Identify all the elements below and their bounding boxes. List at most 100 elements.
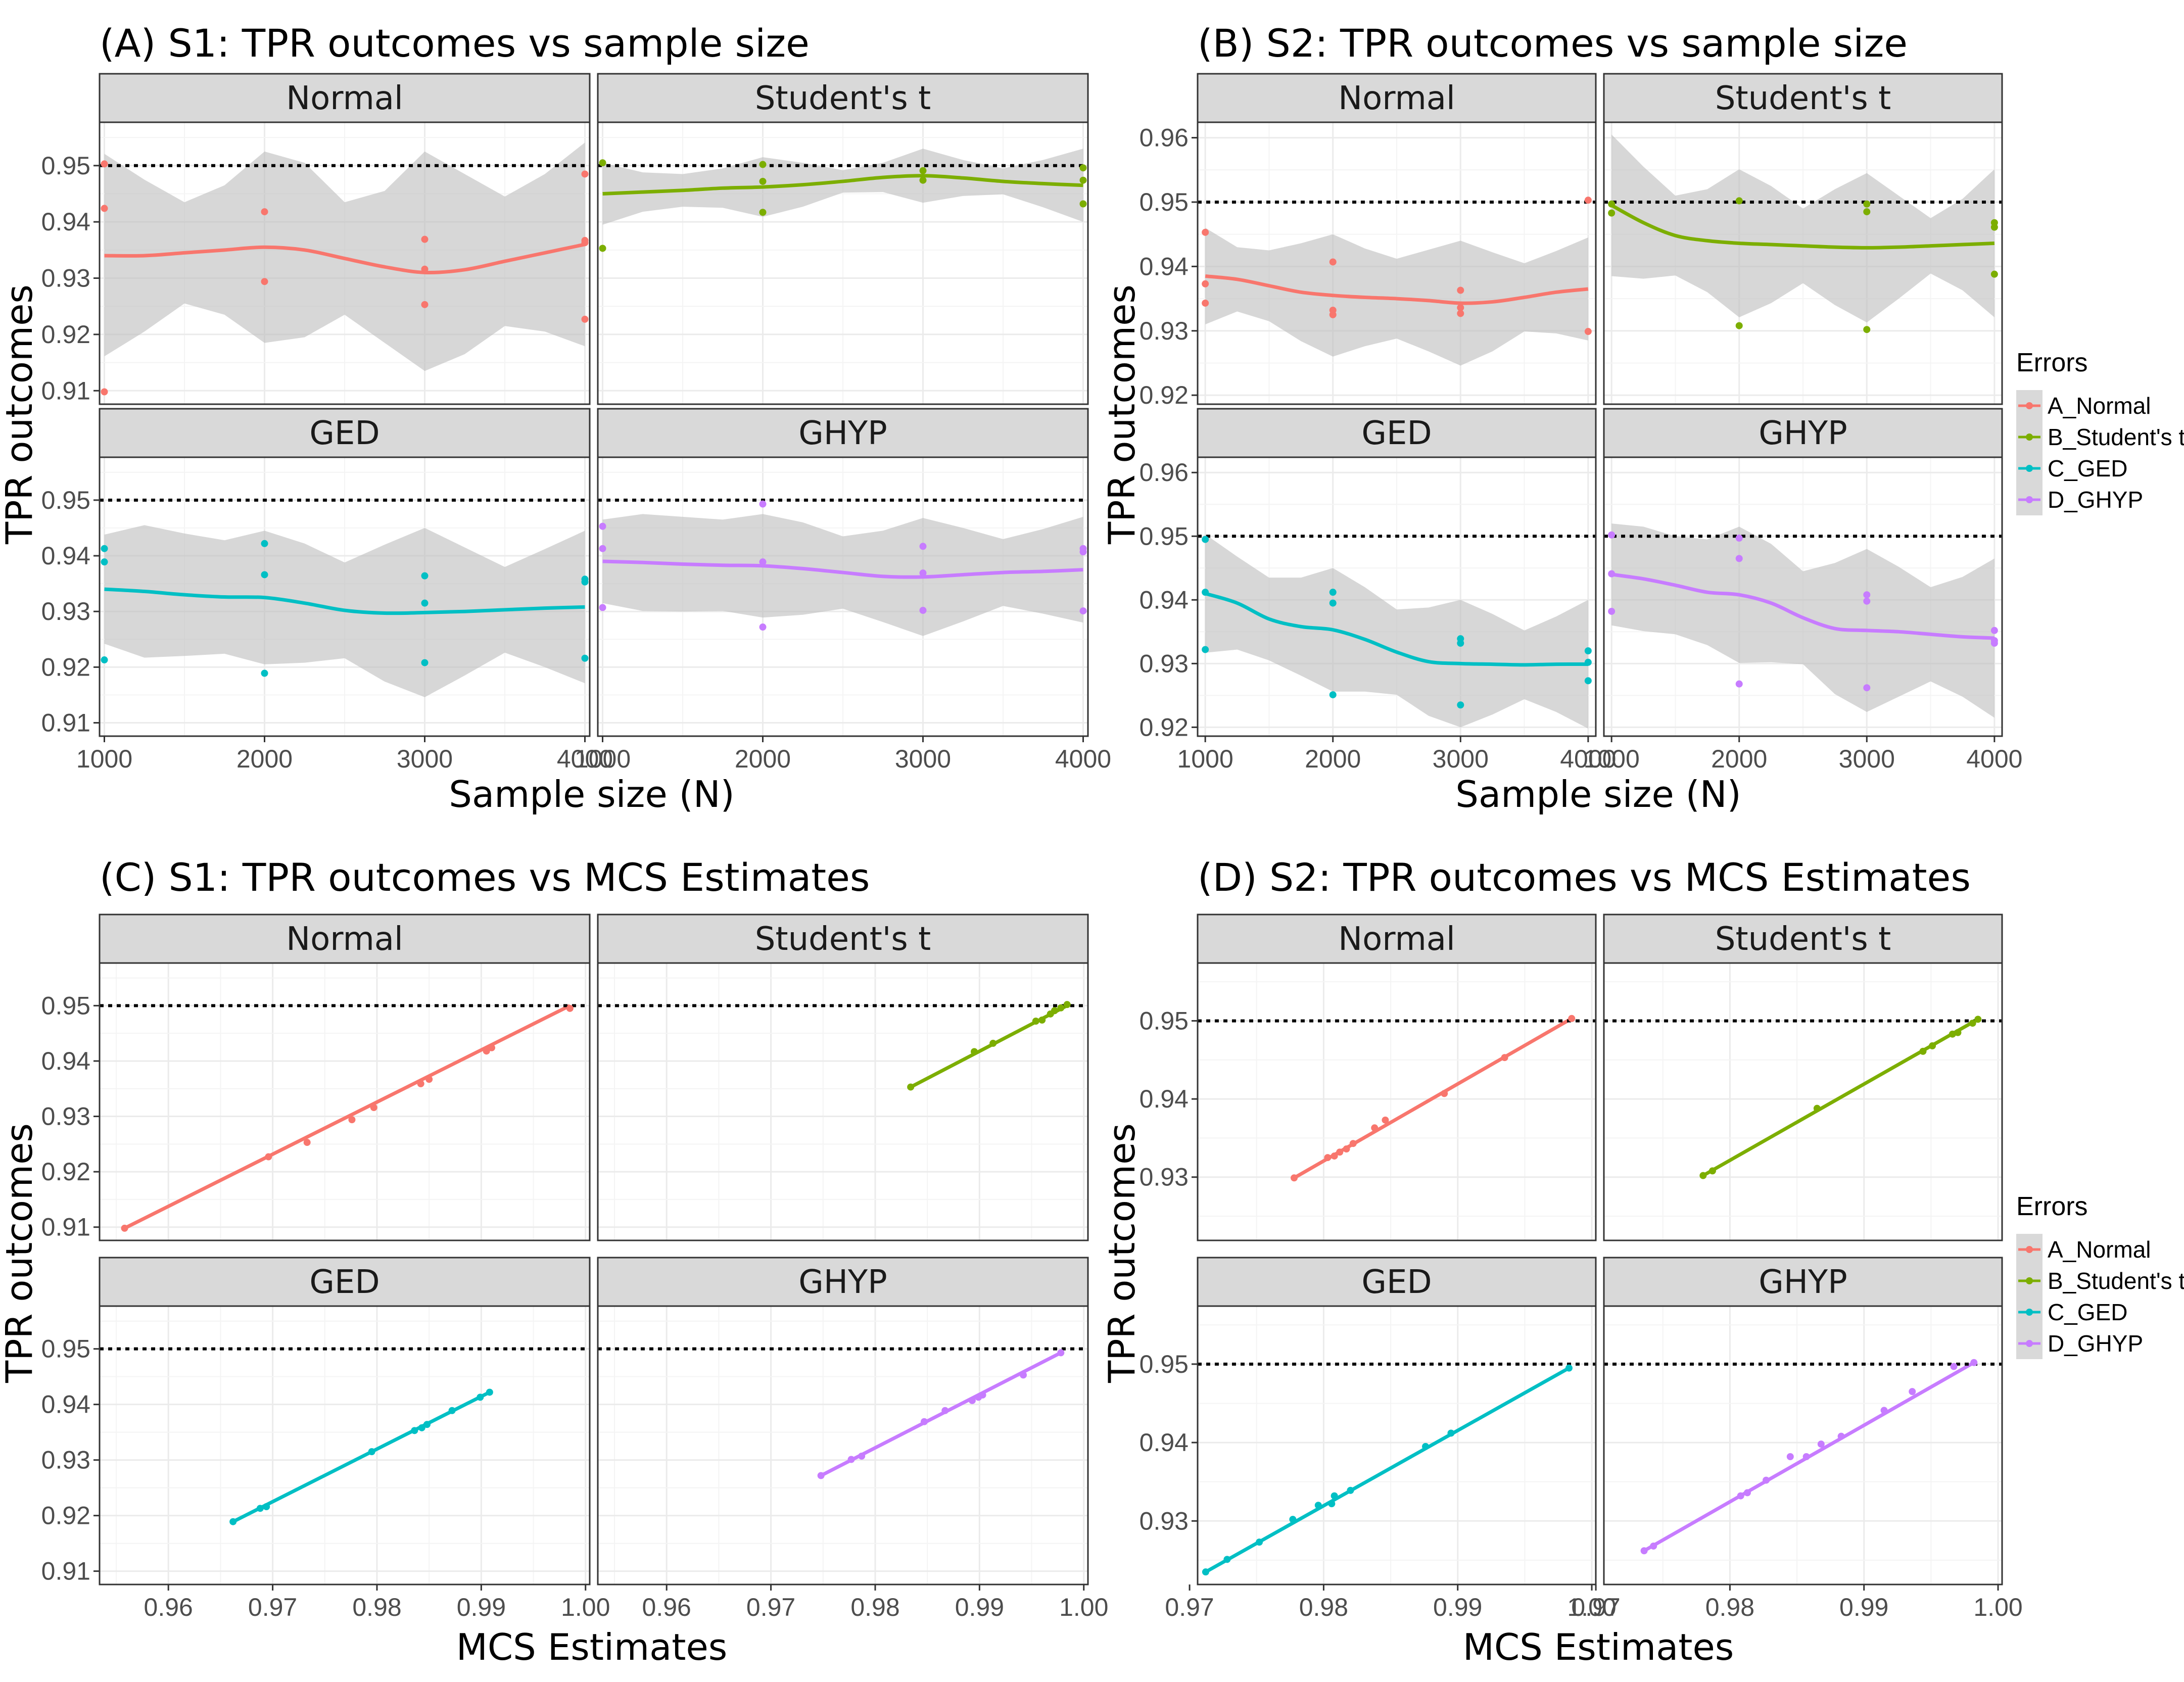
data-point bbox=[423, 1421, 431, 1428]
facet-strip bbox=[1197, 1257, 1597, 1307]
facet-ghyp: GHYP 1000 2000 3000 4000 bbox=[575, 408, 1111, 773]
panel-border bbox=[99, 456, 591, 737]
facet-strip bbox=[1603, 914, 2003, 964]
data-point bbox=[759, 209, 767, 216]
facet-strip bbox=[597, 73, 1089, 123]
legend-item: B_Student's t bbox=[2016, 421, 2184, 453]
x-tick-label: 0.98 bbox=[352, 1593, 401, 1621]
data-point bbox=[101, 545, 108, 552]
data-point bbox=[1314, 1502, 1322, 1509]
data-point bbox=[1737, 1492, 1744, 1500]
series-a-normal bbox=[123, 1004, 571, 1230]
legend-item: C_GED bbox=[2016, 1296, 2127, 1328]
x-tick-label: 1000 bbox=[76, 745, 132, 773]
series-b-student-s-t bbox=[1610, 134, 1995, 323]
x-axis-label: Sample size (N) bbox=[1455, 773, 1741, 815]
legend-item: B_Student's t bbox=[2016, 1265, 2184, 1296]
data-point bbox=[1990, 640, 1998, 647]
data-point bbox=[581, 315, 589, 323]
data-point bbox=[1422, 1443, 1430, 1450]
data-point bbox=[1329, 311, 1337, 318]
data-point bbox=[229, 1518, 237, 1525]
data-point bbox=[101, 160, 108, 168]
x-tick-label: 3000 bbox=[895, 745, 951, 773]
data-point bbox=[421, 572, 429, 580]
facet-ged: GED 0.91 0.92 0.93 0.94 0.95 1000 2000 3000 4000 bbox=[41, 408, 613, 773]
facet-student-s-t: Student's t bbox=[597, 73, 1089, 405]
data-point bbox=[1336, 1148, 1344, 1156]
data-point bbox=[1880, 1407, 1888, 1414]
data-point bbox=[941, 1407, 949, 1414]
confidence-ribbon bbox=[602, 149, 1083, 225]
data-point bbox=[581, 239, 589, 247]
data-point bbox=[919, 176, 927, 184]
legend-label: C_GED bbox=[2048, 455, 2127, 482]
x-tick-label: 0.98 bbox=[850, 1593, 899, 1621]
series-c-ged bbox=[104, 525, 585, 697]
panel-border bbox=[597, 962, 1089, 1241]
y-tick-label: 0.92 bbox=[41, 1502, 90, 1530]
x-tick-label: 1000 bbox=[1177, 745, 1233, 773]
fit-line bbox=[232, 1390, 491, 1523]
x-tick-label: 1.00 bbox=[1059, 1593, 1108, 1621]
facet-strip-label: GED bbox=[1361, 415, 1432, 452]
data-point bbox=[1202, 280, 1209, 287]
facet-strip bbox=[1197, 73, 1597, 123]
data-point bbox=[477, 1393, 484, 1401]
chart-panel-c: (C) S1: TPR outcomes vs MCS Estimates Nor… bbox=[0, 855, 1108, 1668]
x-tick-label: 4000 bbox=[1055, 745, 1111, 773]
data-point bbox=[1349, 1140, 1357, 1147]
data-point bbox=[1457, 701, 1464, 709]
data-point bbox=[425, 1076, 433, 1083]
data-point bbox=[421, 265, 429, 273]
series-a-normal bbox=[104, 142, 586, 371]
y-tick-label: 0.95 bbox=[41, 486, 90, 514]
facet-strip bbox=[1603, 408, 2003, 458]
data-point bbox=[1974, 1016, 1982, 1023]
panel-border bbox=[597, 1305, 1089, 1585]
data-point bbox=[1382, 1116, 1389, 1124]
facet-strip-label: GHYP bbox=[798, 1264, 887, 1301]
confidence-ribbon bbox=[1205, 227, 1588, 366]
y-tick-label: 0.94 bbox=[1140, 252, 1189, 280]
x-tick-label: 0.99 bbox=[1433, 1593, 1482, 1621]
chart-panel-a: (A) S1: TPR outcomes vs sample size Norma… bbox=[0, 21, 1111, 815]
data-point bbox=[759, 623, 767, 631]
y-tick-label: 0.95 bbox=[41, 1335, 90, 1363]
x-tick-label: 3000 bbox=[1839, 745, 1895, 773]
panel-border bbox=[99, 121, 591, 405]
y-tick-label: 0.92 bbox=[41, 653, 90, 681]
legend-key-point bbox=[2026, 1277, 2033, 1284]
data-point bbox=[1079, 164, 1087, 172]
data-point bbox=[1584, 197, 1592, 204]
data-point bbox=[817, 1472, 825, 1479]
x-axis-label: Sample size (N) bbox=[449, 773, 734, 815]
panel-border bbox=[1603, 962, 2003, 1241]
y-tick-label: 0.94 bbox=[1140, 1428, 1189, 1457]
data-point bbox=[261, 278, 268, 285]
data-point bbox=[1447, 1429, 1455, 1437]
facet-strip-label: GED bbox=[309, 415, 379, 452]
panel-border bbox=[1603, 121, 2003, 405]
data-point bbox=[121, 1224, 128, 1232]
data-point bbox=[1735, 197, 1743, 205]
data-point bbox=[759, 161, 767, 168]
x-tick-label: 3000 bbox=[397, 745, 453, 773]
data-point bbox=[1584, 328, 1592, 335]
data-point bbox=[101, 205, 108, 212]
data-point bbox=[1057, 1004, 1065, 1012]
y-tick-label: 0.94 bbox=[1140, 586, 1189, 614]
facet-student-s-t: Student's t bbox=[1603, 73, 2003, 405]
legend-key-point bbox=[2026, 1246, 2033, 1253]
data-point bbox=[1329, 589, 1337, 596]
legend-label: D_GHYP bbox=[2048, 487, 2143, 513]
legend-label: A_Normal bbox=[2048, 1236, 2151, 1263]
data-point bbox=[101, 558, 108, 566]
data-point bbox=[919, 606, 927, 614]
gridlines bbox=[1198, 963, 1596, 1240]
gridlines bbox=[598, 963, 1088, 1240]
data-point bbox=[1929, 1042, 1936, 1049]
data-point bbox=[1324, 1154, 1332, 1162]
smooth-line bbox=[1611, 572, 1995, 640]
